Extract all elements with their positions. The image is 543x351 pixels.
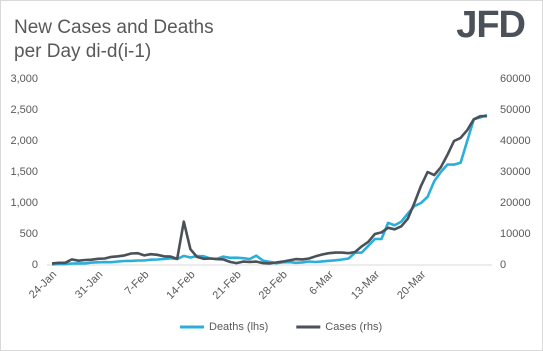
chart-title: per Day di-d(i-1) <box>14 41 151 62</box>
logo: JFD <box>456 4 525 46</box>
y-tick-label: 3,000 <box>10 73 38 85</box>
y2-tick-label: 30000 <box>500 166 531 178</box>
y2-tick-label: 60000 <box>500 73 531 85</box>
y-tick-label: 0 <box>32 259 38 271</box>
y-tick-label: 2,000 <box>10 135 38 147</box>
y-tick-label: 2,500 <box>10 104 38 116</box>
y-tick-label: 1,000 <box>10 197 38 209</box>
y2-tick-label: 20000 <box>500 197 531 209</box>
y2-tick-label: 50000 <box>500 104 531 116</box>
y2-tick-label: 0 <box>500 259 506 271</box>
chart-title: New Cases and Deaths <box>14 17 214 38</box>
y-tick-label: 1,500 <box>10 166 38 178</box>
y2-tick-label: 40000 <box>500 135 531 147</box>
y-tick-label: 500 <box>20 228 38 240</box>
y2-tick-label: 10000 <box>500 228 531 240</box>
series-line <box>51 114 487 265</box>
legend-label: Cases (rhs) <box>325 321 382 333</box>
legend-label: Deaths (lhs) <box>209 321 268 333</box>
